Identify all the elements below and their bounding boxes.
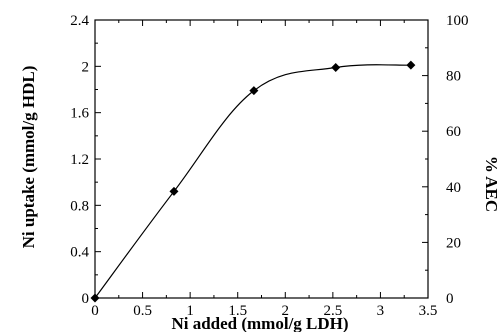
series-curve [94, 64, 411, 299]
y-tick-label: 0 [82, 291, 90, 307]
x-tick-label: 3 [377, 303, 385, 319]
tick-labels: 0 0.5 1 1.5 2 2.5 3 3.5 0 0.4 0.8 1.2 1.6 2 2.4 0 20 40 60… [70, 13, 468, 319]
x-tick-label: 0.5 [133, 303, 152, 319]
y-tick-label: 0.4 [70, 245, 89, 261]
y-tick-label: 2.4 [70, 13, 89, 29]
y-axis-title: Ni uptake (mmol/g HDL) [19, 66, 38, 249]
y2-tick-label: 40 [446, 180, 461, 196]
x-tick-label: 0 [91, 303, 99, 319]
x-tick-label: 2 [282, 303, 290, 319]
data-point [90, 293, 100, 303]
y-tick-label: 0.8 [70, 198, 89, 214]
data-point [331, 62, 341, 72]
y2-tick-label: 20 [446, 235, 461, 251]
y2-tick-label: 100 [446, 13, 469, 29]
y-tick-label: 1.6 [70, 106, 89, 122]
plot-frame [94, 19, 429, 299]
y2-tick-label: 0 [446, 291, 454, 307]
x-tick-label: 1.5 [228, 303, 247, 319]
y-tick-label: 1.2 [70, 152, 89, 168]
y2-tick-label: 60 [446, 124, 461, 140]
series-points [90, 60, 416, 303]
data-point [406, 60, 416, 70]
x-tick-label: 3.5 [419, 303, 438, 319]
axis-ticks [94, 19, 429, 299]
y-tick-label: 2 [82, 59, 90, 75]
y2-axis-title: % AEC [482, 156, 500, 212]
plot-axes [94, 19, 429, 299]
x-tick-label: 1 [186, 303, 194, 319]
x-tick-label: 2.5 [323, 303, 342, 319]
data-point [169, 186, 179, 196]
y2-tick-label: 80 [446, 69, 461, 85]
series-line [94, 64, 411, 299]
x-axis-title: Ni added (mmol/g LDH) [171, 314, 348, 332]
data-point [249, 86, 259, 96]
